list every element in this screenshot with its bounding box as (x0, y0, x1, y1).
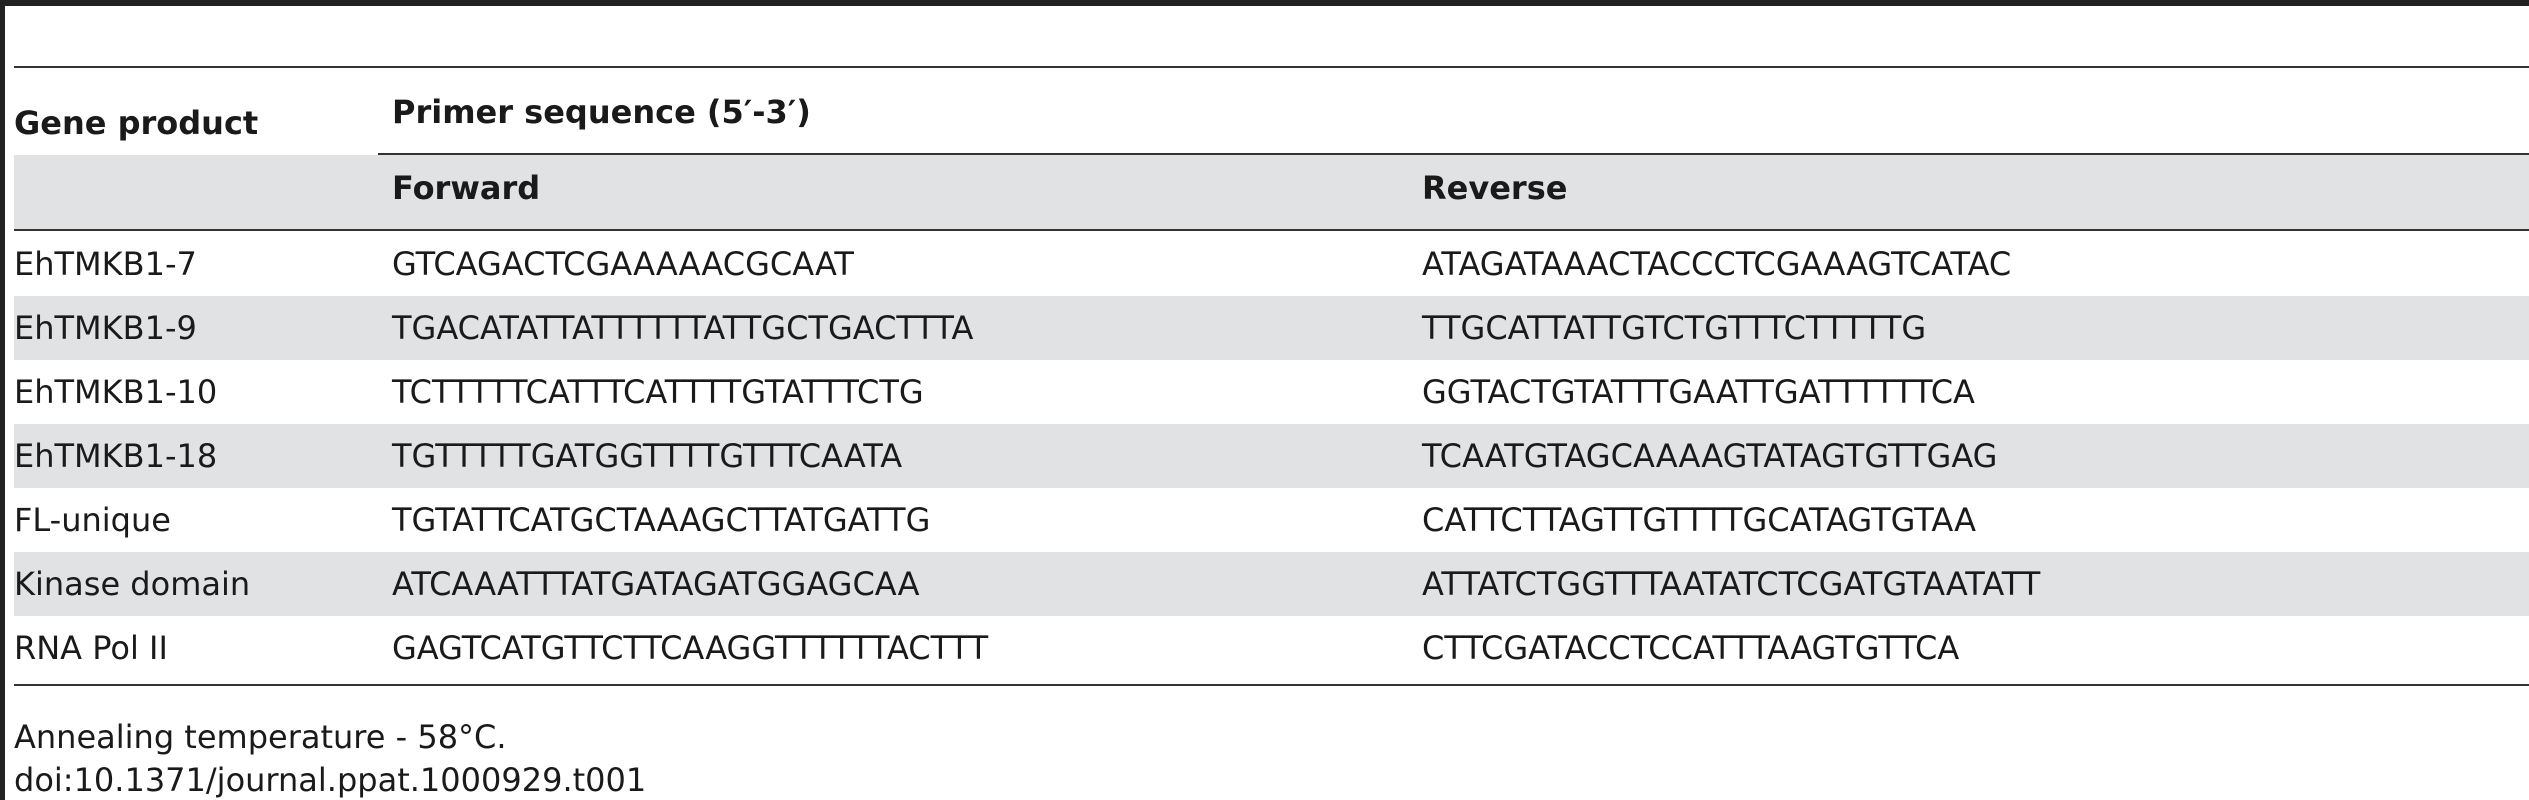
header-forward: Forward (392, 169, 541, 207)
table-row-3-reverse: GGTACTGTATTTGAATTGATTTTTTCA (1422, 373, 1975, 411)
table-row-6-gene: Kinase domain (14, 565, 251, 603)
table-footnote: Annealing temperature - 58°C. (14, 718, 507, 756)
table-row-2-forward: TGACATATTATTTTTTATTGCTGACTTTA (392, 309, 974, 347)
table-row-7-reverse: CTTCGATACCTCCATTTAAGTGTTCA (1422, 629, 1960, 667)
table-row-2-reverse: TTGCATTATTGTCTGTTTCTTTTTG (1422, 309, 1927, 347)
table-row-7-gene: RNA Pol II (14, 629, 168, 667)
table-row-3-gene: EhTMKB1-10 (14, 373, 218, 411)
top-border (0, 0, 2529, 6)
header-shade (14, 155, 2529, 229)
header-shade-left (14, 155, 378, 229)
header-sub-rule (378, 153, 2529, 155)
table-row-1-forward: GTCAGACTCGAAAAACGCAAT (392, 245, 854, 283)
table-row-6-forward: ATCAAATTTATGATAGATGGAGCAA (392, 565, 920, 603)
table-row-1-reverse: ATAGATAAACTACCCTCGAAAGTCATAC (1422, 245, 2012, 283)
header-primer-sequence: Primer sequence (5′-3′) (392, 93, 811, 131)
table-bottom-rule (14, 684, 2529, 686)
table-row-5-reverse: CATTCTTAGTTGTTTTGCATAGTGTAA (1422, 501, 1976, 539)
table-row-3-forward: TCTTTTTCATTTCATTTTGTATTTCTG (392, 373, 924, 411)
header-reverse: Reverse (1422, 169, 1568, 207)
row-shade-2 (14, 296, 2529, 360)
table-row-4-gene: EhTMKB1-18 (14, 437, 218, 475)
left-border (0, 0, 5, 800)
row-shade-6 (14, 552, 2529, 616)
row-shade-4 (14, 424, 2529, 488)
header-bottom-rule (14, 229, 2529, 231)
table-row-6-reverse: ATTATCTGGTTTAATATCTCGATGTAATATT (1422, 565, 2041, 603)
table-top-rule (14, 66, 2529, 68)
table-row-4-reverse: TCAATGTAGCAAAAGTATAGTGTTGAG (1422, 437, 1998, 475)
header-gene-product: Gene product (14, 104, 259, 142)
table-row-5-gene: FL-unique (14, 501, 171, 539)
table-row-4-forward: TGTTTTTGATGGTTTTGTTTCAATA (392, 437, 903, 475)
doi-link[interactable]: doi:10.1371/journal.ppat.1000929.t001 (14, 761, 647, 799)
table-row-2-gene: EhTMKB1-9 (14, 309, 197, 347)
table-row-7-forward: GAGTCATGTTCTTCAAGGTTTTTTACTTT (392, 629, 989, 667)
table-row-5-forward: TGTATTCATGCTAAAGCTTATGATTG (392, 501, 931, 539)
table-row-1-gene: EhTMKB1-7 (14, 245, 197, 283)
